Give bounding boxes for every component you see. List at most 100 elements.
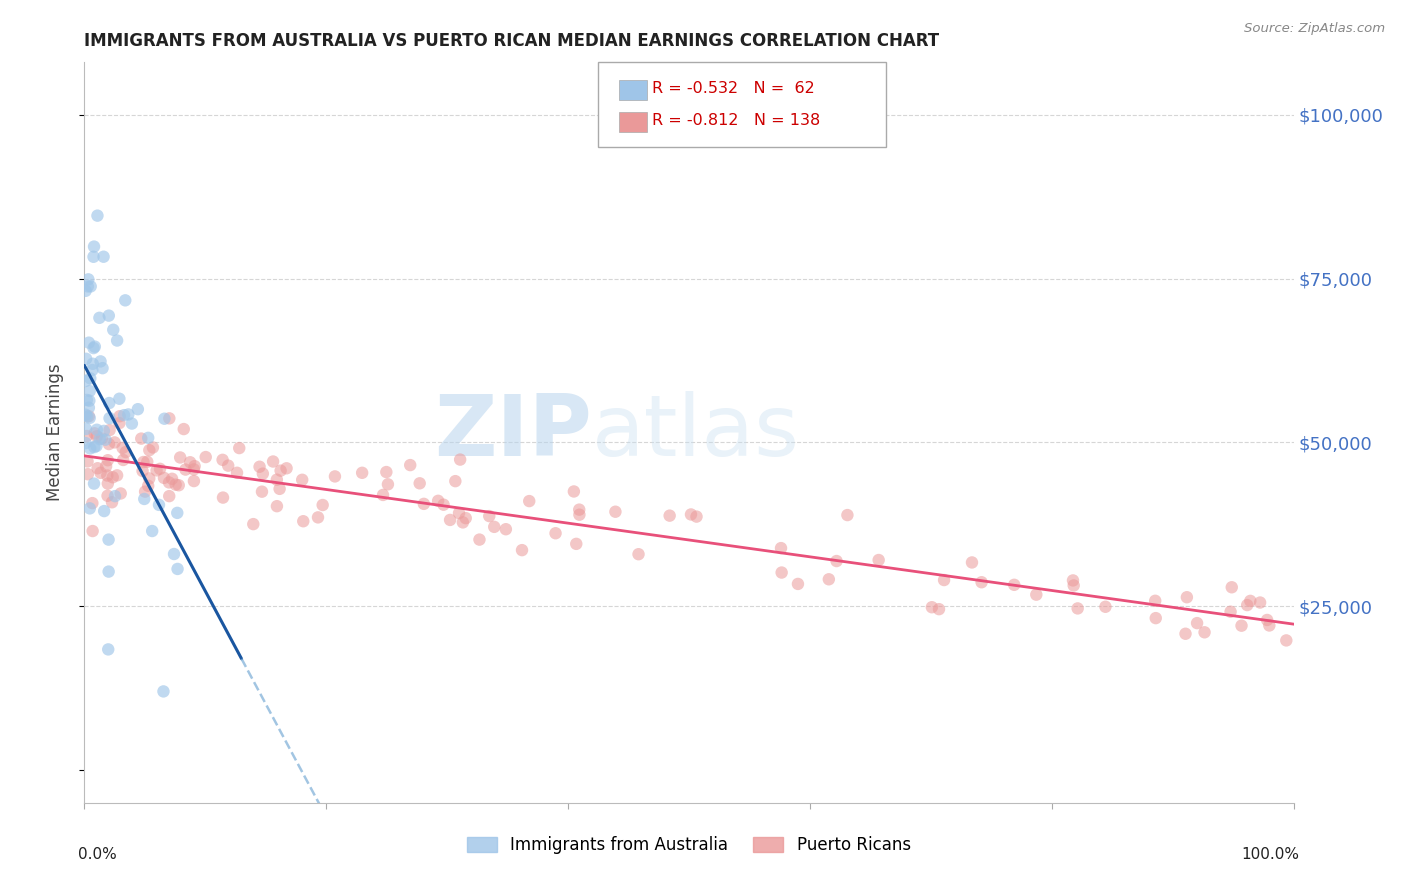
Point (970, 575, 993, 590)
Point (79, 411, 101, 425)
Point (769, 541, 792, 555)
Point (1174, 626, 1197, 640)
Point (468, 533, 491, 547)
Point (86, 209, 108, 223)
Point (1062, 574, 1084, 588)
Point (86, 461, 108, 475)
Point (90, 354, 112, 368)
Point (1063, 578, 1085, 592)
Point (76, 429, 98, 443)
Point (1094, 599, 1116, 614)
Point (249, 459, 271, 474)
Point (679, 508, 702, 522)
Point (97, 476, 120, 491)
Point (97, 453, 120, 467)
Point (148, 498, 170, 512)
Y-axis label: Median Earnings: Median Earnings (45, 364, 63, 501)
Point (82, 357, 104, 371)
Point (86, 429, 108, 443)
Point (94, 433, 117, 447)
Point (114, 445, 136, 459)
Point (432, 498, 454, 512)
Point (658, 508, 681, 523)
Point (1236, 598, 1258, 612)
Point (82, 363, 104, 377)
Point (1175, 591, 1198, 605)
Point (449, 452, 471, 467)
Point (928, 602, 950, 616)
Point (510, 543, 533, 558)
Point (152, 684, 174, 698)
Point (517, 494, 540, 508)
Point (323, 469, 346, 483)
Point (1239, 594, 1261, 608)
Point (149, 462, 172, 476)
Point (96, 468, 118, 483)
Point (108, 409, 131, 424)
Point (76, 279, 98, 293)
Point (89, 432, 111, 446)
Text: R = -0.812   N = 138: R = -0.812 N = 138 (652, 113, 821, 128)
Point (105, 468, 128, 483)
Point (117, 408, 139, 422)
Point (83, 440, 105, 454)
Point (79, 442, 101, 456)
Point (82, 496, 104, 510)
Point (605, 505, 627, 519)
Point (169, 450, 191, 465)
Point (1066, 601, 1088, 615)
Point (412, 497, 434, 511)
Point (83, 341, 105, 355)
Point (153, 471, 176, 485)
Point (104, 435, 127, 450)
Point (141, 524, 163, 538)
Point (157, 475, 180, 490)
Point (242, 517, 264, 532)
Point (544, 526, 567, 541)
Point (94, 459, 117, 474)
Point (921, 600, 943, 615)
Point (77, 401, 100, 415)
Point (75, 436, 97, 450)
Point (228, 441, 250, 455)
Point (174, 462, 197, 476)
Point (183, 474, 205, 488)
Point (179, 455, 201, 469)
Point (93, 250, 115, 264)
Point (145, 463, 167, 477)
Point (377, 477, 399, 491)
Point (217, 458, 239, 473)
Point (1230, 618, 1253, 632)
Point (131, 464, 153, 478)
Point (183, 459, 205, 474)
Point (75, 351, 97, 366)
Point (276, 461, 298, 475)
Point (75, 408, 97, 422)
Point (104, 489, 127, 503)
Point (270, 464, 292, 478)
Point (375, 465, 398, 479)
Point (136, 431, 159, 445)
Point (262, 454, 284, 468)
Point (121, 417, 143, 431)
Point (86, 439, 108, 453)
Point (226, 466, 249, 480)
Point (292, 514, 315, 528)
Point (291, 473, 314, 487)
Point (165, 477, 187, 491)
Point (110, 486, 132, 500)
Point (136, 479, 159, 493)
Point (101, 495, 124, 509)
Point (83, 250, 105, 264)
Text: IMMIGRANTS FROM AUSTRALIA VS PUERTO RICAN MEDIAN EARNINGS CORRELATION CHART: IMMIGRANTS FROM AUSTRALIA VS PUERTO RICA… (84, 32, 939, 50)
Point (212, 491, 235, 505)
Point (83, 340, 105, 354)
Point (167, 478, 190, 492)
Point (91, 361, 114, 376)
Point (112, 408, 135, 422)
Point (82, 524, 104, 538)
Point (352, 466, 374, 480)
Point (98, 396, 121, 410)
Point (134, 491, 156, 506)
Point (1256, 613, 1278, 627)
